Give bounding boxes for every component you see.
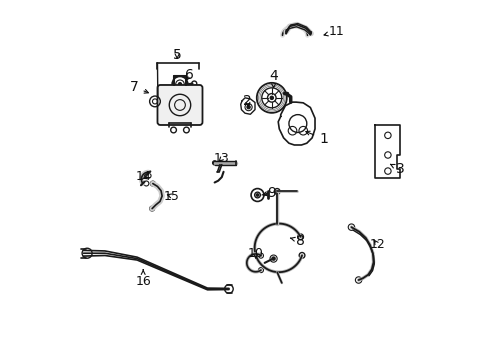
Text: 13: 13 xyxy=(214,152,230,165)
Text: 7: 7 xyxy=(130,80,148,94)
Circle shape xyxy=(213,161,217,165)
Text: 15: 15 xyxy=(164,190,180,203)
Text: 5: 5 xyxy=(173,48,181,62)
Text: 1: 1 xyxy=(306,131,328,146)
Circle shape xyxy=(272,257,275,260)
Text: 12: 12 xyxy=(369,238,385,251)
Text: 16: 16 xyxy=(135,270,151,288)
Circle shape xyxy=(178,83,181,86)
Circle shape xyxy=(256,194,259,196)
Text: 9: 9 xyxy=(262,185,276,199)
Circle shape xyxy=(247,106,250,109)
Text: 3: 3 xyxy=(391,162,405,176)
Circle shape xyxy=(270,96,273,99)
Text: 14: 14 xyxy=(135,170,151,183)
Text: 4: 4 xyxy=(269,69,278,88)
Text: 2: 2 xyxy=(244,94,252,108)
Text: 6: 6 xyxy=(185,68,194,82)
Text: 11: 11 xyxy=(324,25,344,38)
Text: 8: 8 xyxy=(291,234,305,248)
Text: 10: 10 xyxy=(248,247,264,260)
FancyBboxPatch shape xyxy=(157,85,202,125)
